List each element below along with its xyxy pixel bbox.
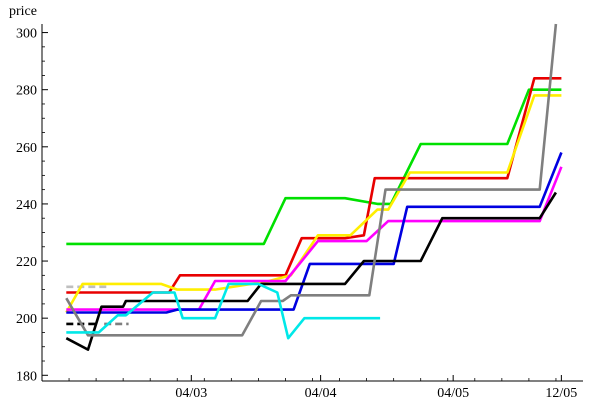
y-tick-label: 180 [16, 369, 37, 384]
series-line-2 [66, 77, 562, 294]
series-group [65, 23, 563, 351]
y-tick-label: 280 [16, 84, 37, 99]
y-tick-label: 260 [16, 141, 37, 156]
series-line-3 [65, 94, 562, 314]
x-tick-label: 12/05 [545, 386, 577, 401]
x-tick-label: 04/05 [437, 386, 469, 401]
axes: 180 200 220 240 260 280 300 04/03 04/04 04/05 12/0… [16, 24, 583, 401]
x-tick-label: 04/03 [175, 386, 207, 401]
y-tick-label: 220 [16, 255, 37, 270]
y-tick-label: 240 [16, 198, 37, 213]
series-line-5 [66, 152, 563, 314]
y-tick-label: 300 [16, 27, 37, 42]
y-axis-title: price [9, 4, 37, 19]
series-line-7 [65, 23, 558, 337]
series-line-6 [65, 191, 557, 351]
y-tick-label: 200 [16, 312, 37, 327]
x-tick-label: 04/04 [305, 386, 337, 401]
series-line-8 [66, 282, 381, 340]
